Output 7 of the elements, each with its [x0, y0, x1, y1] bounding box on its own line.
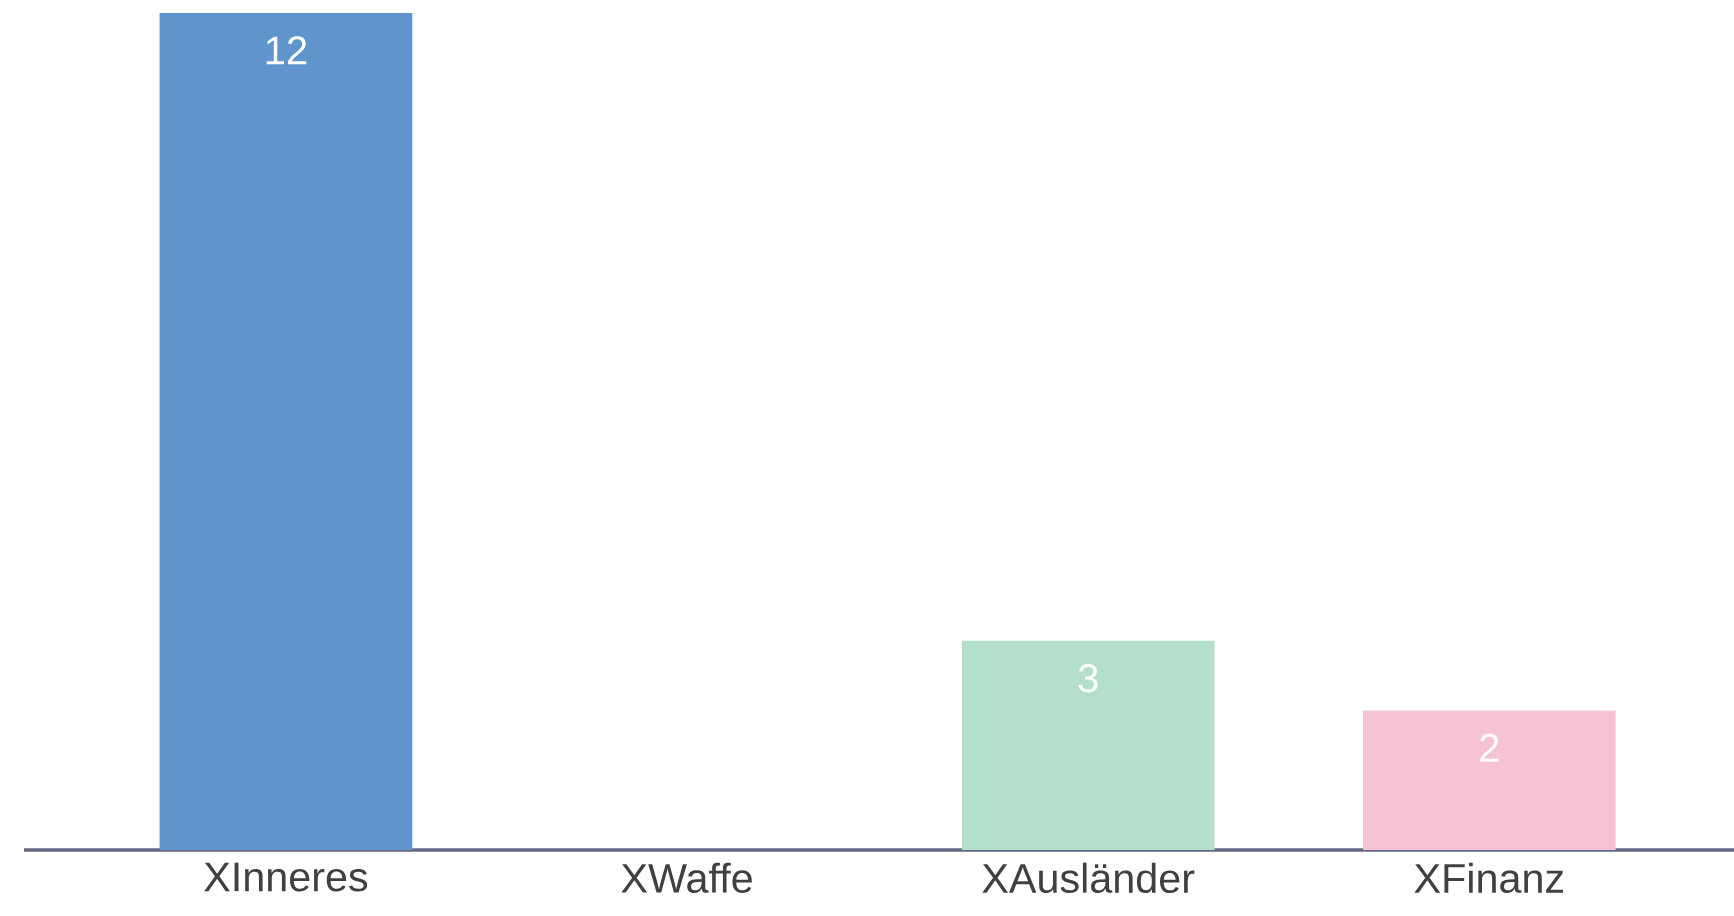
data-label: 2: [1480, 733, 1499, 762]
x-tick-label: XAusländer: [982, 862, 1195, 894]
x-tick-label: XWaffe: [621, 862, 752, 893]
x-tick-label: XFinanz: [1414, 862, 1564, 894]
data-label: 12: [266, 36, 307, 65]
data-label: 3: [1078, 664, 1098, 693]
x-tick-label: XInneres: [204, 862, 368, 892]
